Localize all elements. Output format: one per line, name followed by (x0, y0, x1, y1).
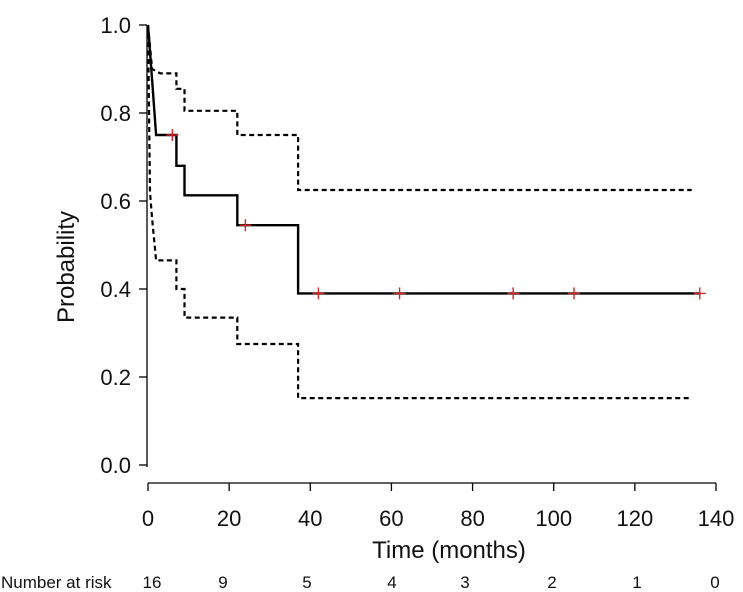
y-tick-label: 0.8 (100, 101, 131, 126)
y-tick-label: 1.0 (100, 13, 131, 38)
x-tick-label: 140 (698, 506, 735, 531)
risk-count: 5 (302, 573, 311, 592)
axes: 0.0 0.2 0.4 0.6 0.8 1.0 0 20 40 60 80 100 120 140 (100, 13, 734, 531)
censor-mark (693, 287, 706, 300)
censor-mark (393, 287, 406, 300)
survival-curve (146, 24, 700, 295)
censor-layer (166, 129, 706, 300)
y-tick-label: 0.2 (100, 365, 131, 390)
censor-mark (239, 219, 252, 232)
risk-count: 0 (710, 573, 719, 592)
risk-table: Number at risk 16 9 5 4 3 2 1 0 (1, 573, 720, 592)
y-tick-label: 0.0 (100, 453, 131, 478)
y-axis-title: Probability (53, 211, 80, 323)
risk-count: 9 (218, 573, 227, 592)
risk-count: 3 (460, 573, 469, 592)
series-layer (146, 24, 700, 400)
x-tick-label: 60 (379, 506, 403, 531)
x-axis-title: Time (months) (372, 537, 526, 564)
x-ticks: 0 20 40 60 80 100 120 140 (142, 483, 734, 531)
y-tick-label: 0.6 (100, 189, 131, 214)
censor-mark (568, 287, 580, 300)
risk-count: 4 (387, 573, 396, 592)
censor-mark (507, 287, 520, 300)
confidence-band-line-1 (146, 24, 692, 192)
x-tick-label: 0 (142, 506, 154, 531)
risk-count: 16 (143, 573, 162, 592)
risk-count: 1 (632, 573, 641, 592)
censor-mark (312, 287, 325, 300)
confidence-band-line-2 (146, 24, 692, 400)
risk-count: 2 (547, 573, 556, 592)
x-tick-label: 120 (616, 506, 653, 531)
x-tick-label: 100 (535, 506, 572, 531)
censor-mark (166, 129, 179, 141)
x-tick-label: 20 (217, 506, 241, 531)
x-tick-label: 80 (460, 506, 484, 531)
x-tick-label: 40 (298, 506, 322, 531)
risk-table-label: Number at risk (1, 573, 112, 592)
y-ticks: 0.0 0.2 0.4 0.6 0.8 1.0 (100, 13, 147, 478)
y-tick-label: 0.4 (100, 277, 131, 302)
